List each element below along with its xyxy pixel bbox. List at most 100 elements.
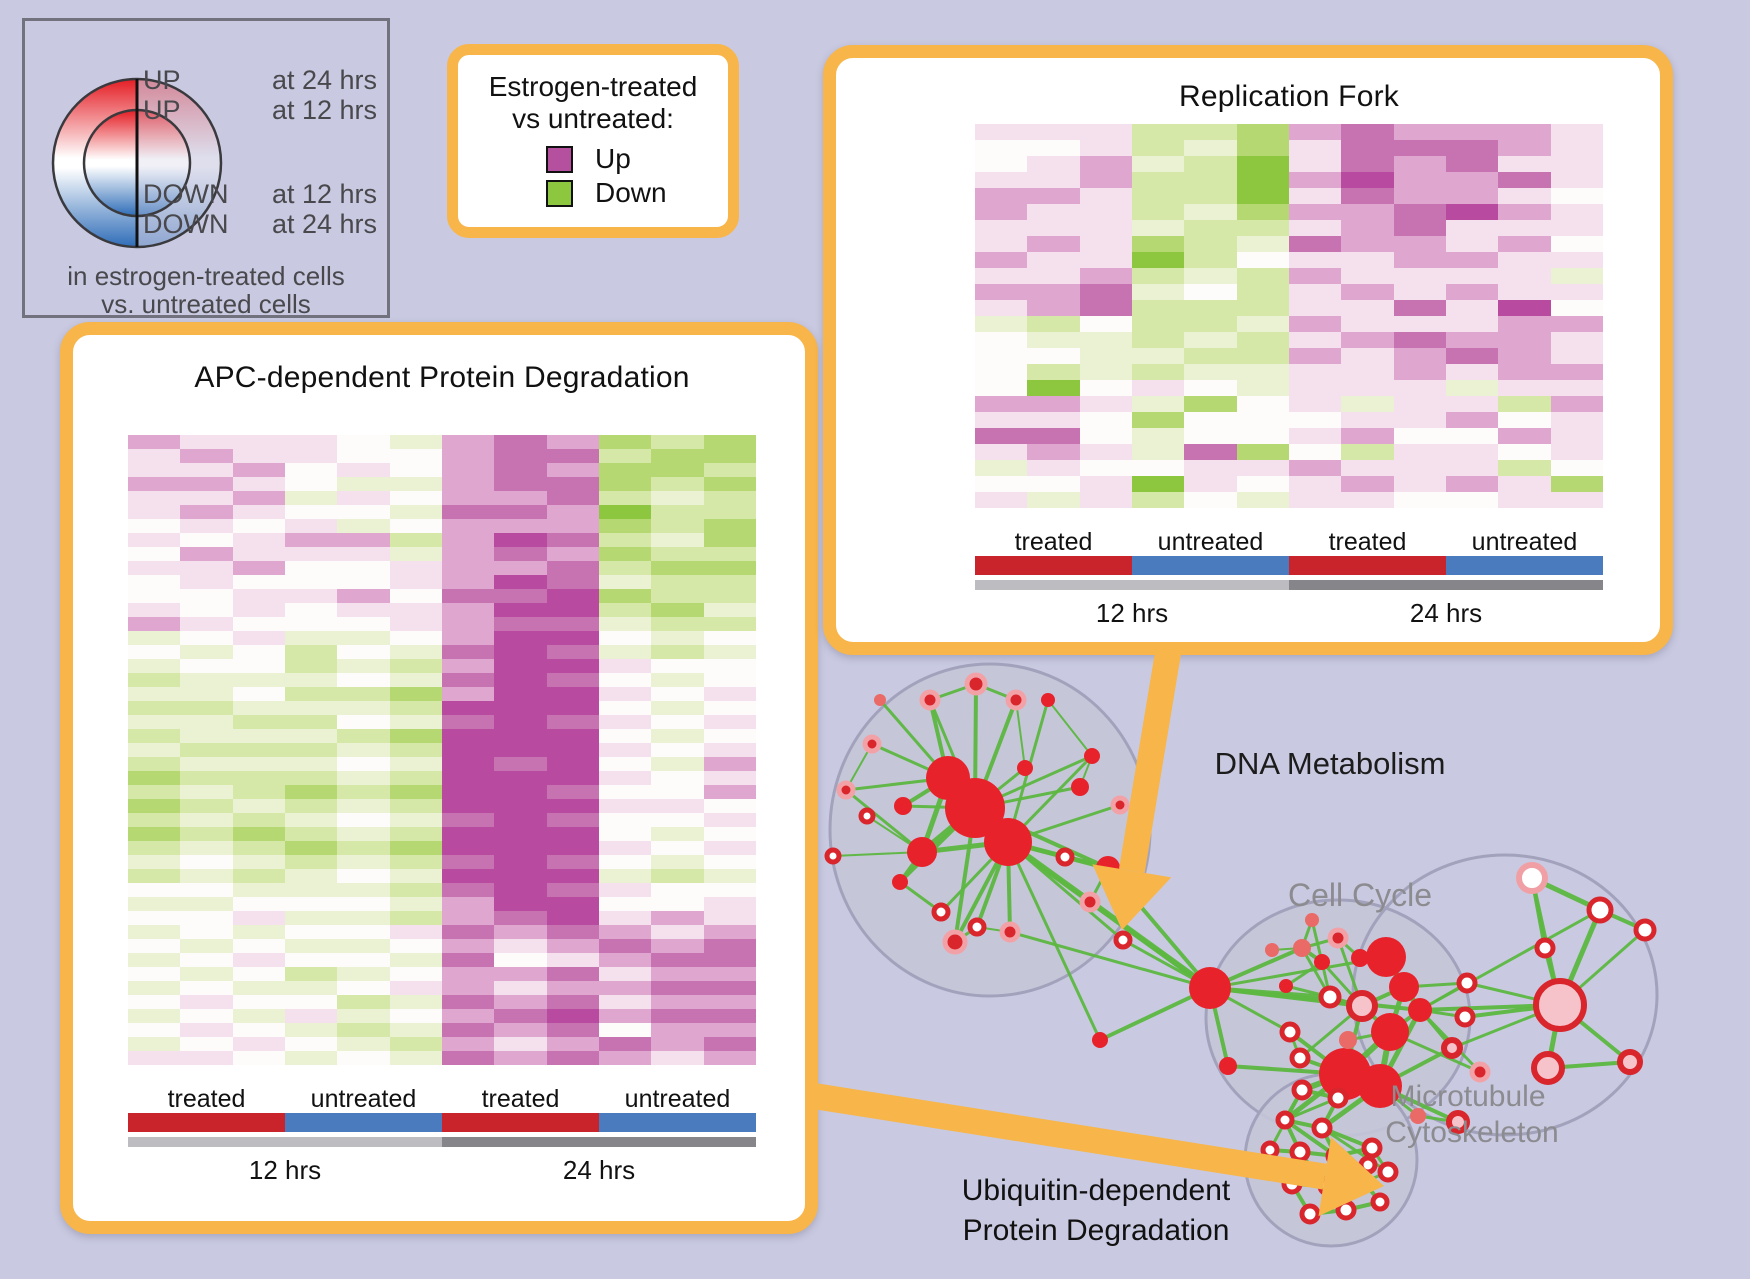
network-edge	[1298, 1004, 1364, 1060]
heatmap-cell	[389, 519, 442, 533]
heatmap-cell	[651, 715, 704, 729]
heatmap-cell	[337, 743, 390, 757]
heatmap-cell	[441, 729, 495, 743]
heatmap-cell	[494, 659, 547, 673]
heatmap-cell	[284, 897, 338, 911]
heatmap-cell	[284, 701, 338, 715]
heatmap-cell	[598, 897, 652, 911]
heatmap-cell	[284, 659, 338, 673]
heatmap-cell	[232, 1051, 285, 1065]
heatmap-cell	[180, 1009, 233, 1023]
heatmap-cell	[598, 883, 652, 897]
heatmap-cell	[389, 869, 442, 883]
heatmap-cell	[546, 1051, 599, 1065]
heatmap-cell	[128, 799, 181, 813]
heatmap-cell	[232, 533, 285, 547]
heatmap-cell	[1184, 396, 1237, 412]
network-edge	[1558, 928, 1647, 1007]
heatmap-cell	[441, 645, 495, 659]
heatmap-cell	[389, 631, 442, 645]
heatmap-cell	[1341, 124, 1394, 140]
network-node	[1317, 1175, 1339, 1197]
heatmap-cell	[1445, 492, 1499, 508]
heatmap-cell	[1498, 220, 1551, 236]
heatmap-cell	[128, 547, 181, 561]
heatmap-cell	[1445, 444, 1499, 460]
heatmap-cell	[1131, 188, 1185, 204]
heatmap-cell	[180, 1037, 233, 1051]
heatmap-cell	[441, 925, 495, 939]
heatmap-cell	[128, 1051, 181, 1065]
heatmap-cell	[180, 561, 233, 575]
heatmap-cell	[284, 603, 338, 617]
heatmap-cell	[651, 855, 704, 869]
network-node	[1533, 978, 1587, 1032]
network-node	[984, 818, 1032, 866]
network-edge	[939, 840, 1010, 914]
heatmap-cell	[546, 463, 599, 477]
time-label: 24 hrs	[562, 1155, 636, 1185]
heatmap-cell	[180, 449, 233, 463]
heatmap-cell	[651, 897, 704, 911]
network-node	[1293, 939, 1311, 957]
heatmap-cell	[1550, 252, 1603, 268]
heatmap-cell	[1341, 156, 1394, 172]
heatmap-cell	[598, 841, 652, 855]
heatmap-cell	[494, 771, 547, 785]
heatmap-cell	[1341, 252, 1394, 268]
heatmap-cell	[389, 659, 442, 673]
heatmap-cell	[494, 533, 547, 547]
ring-dir-down12: DOWN	[143, 179, 229, 209]
heatmap-cell	[337, 827, 390, 841]
heatmap-cell	[1498, 252, 1551, 268]
heatmap-cell	[1445, 348, 1499, 364]
heatmap-cell	[389, 449, 442, 463]
heatmap-cell	[441, 995, 495, 1009]
up-color-swatch	[546, 145, 573, 173]
heatmap-cell	[389, 603, 442, 617]
treated-bar	[442, 1113, 599, 1132]
heatmap-cell	[128, 659, 181, 673]
network-edge	[1290, 1182, 1312, 1216]
heatmap-cell	[1550, 268, 1603, 284]
heatmap-cell	[1550, 444, 1603, 460]
heatmap-cell	[128, 477, 181, 491]
heatmap-cell	[494, 645, 547, 659]
cluster-circle-cell-cycle	[1204, 898, 1472, 1138]
heatmap-cell	[180, 505, 233, 519]
heatmap-cell	[389, 533, 442, 547]
heatmap-cell	[441, 575, 495, 589]
heatmap-cell	[1131, 204, 1185, 220]
heatmap-cell	[1027, 300, 1080, 316]
heatmap-cell	[1079, 140, 1132, 156]
heatmap-cell	[546, 631, 599, 645]
network-node	[1358, 1155, 1378, 1175]
network-node	[1454, 1006, 1476, 1028]
network-edge	[1546, 1060, 1632, 1070]
heatmap-cell	[703, 575, 756, 589]
network-node	[1534, 937, 1556, 959]
heatmap-cell	[1393, 172, 1446, 188]
network-edge	[1308, 1208, 1348, 1216]
heatmap-cell	[1288, 460, 1342, 476]
heatmap-cell	[232, 603, 285, 617]
heatmap-cell	[975, 220, 1028, 236]
replication-fork-title: Replication Fork	[1179, 80, 1399, 113]
heatmap-cell	[598, 603, 652, 617]
heatmap-cell	[1027, 380, 1080, 396]
heatmap-cell	[651, 645, 704, 659]
heatmap-cell	[284, 477, 338, 491]
heatmap-cell	[1131, 460, 1185, 476]
heatmap-cell	[180, 477, 233, 491]
heatmap-cell	[1445, 188, 1499, 204]
heatmap-cell	[441, 589, 495, 603]
network-node	[1377, 1161, 1399, 1183]
heatmap-cell	[975, 316, 1028, 332]
heatmap-cell	[284, 505, 338, 519]
heatmap-cell	[1079, 124, 1132, 140]
heatmap-cell	[1288, 444, 1342, 460]
heatmap-cell	[389, 1009, 442, 1023]
heatmap-cell	[128, 953, 181, 967]
heatmap-cell	[337, 589, 390, 603]
heatmap-cell	[1341, 460, 1394, 476]
